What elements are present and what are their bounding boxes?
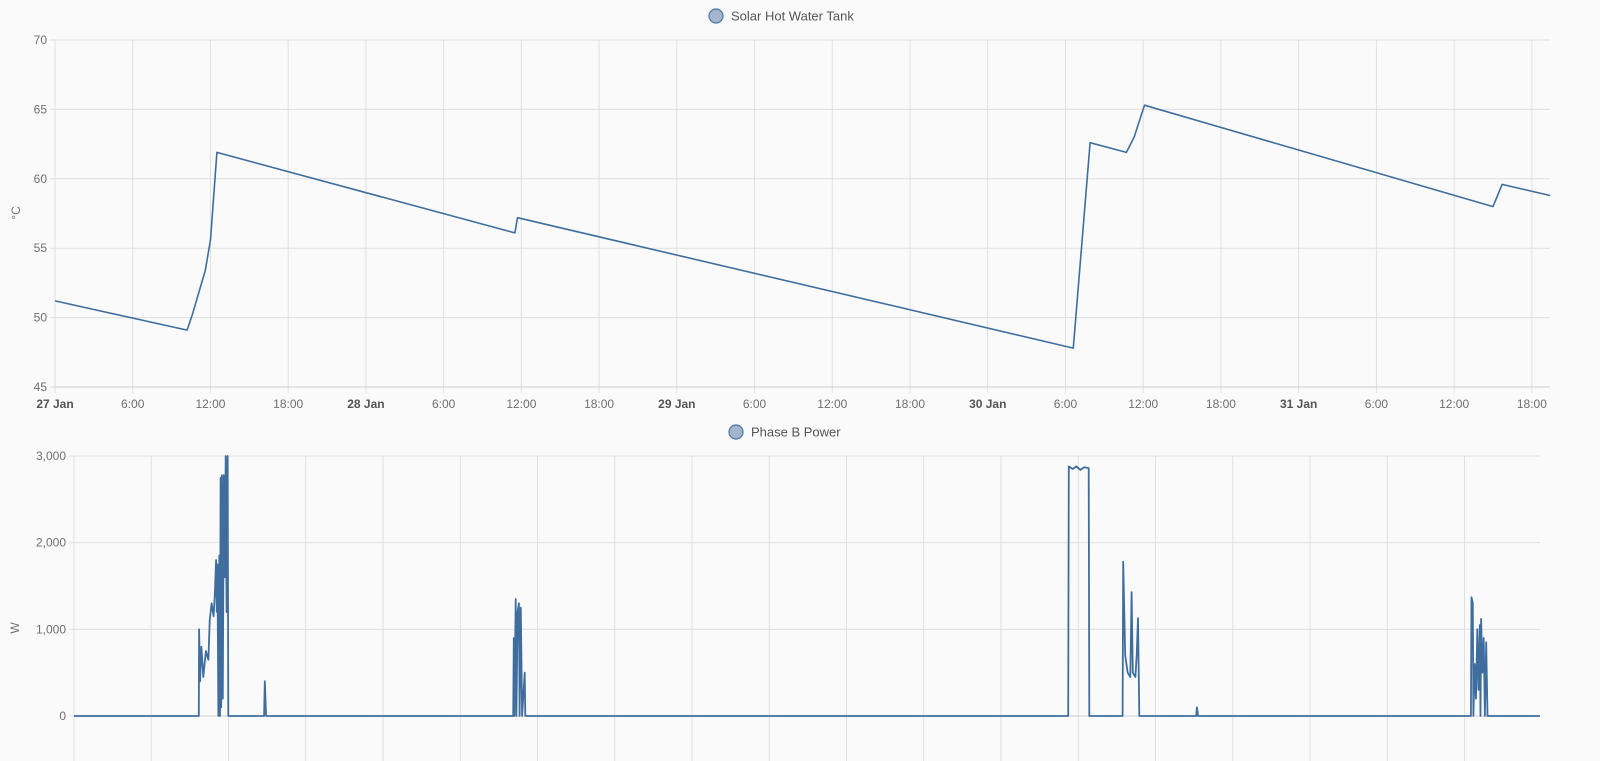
y-tick-label: 55 [34,241,48,255]
x-tick-label: 28 Jan [347,397,384,411]
x-tick-label: 12:00 [1128,397,1158,411]
legend-swatch-icon [708,8,724,24]
y-tick-label: 65 [34,102,48,116]
series-line-solar-hot-water-tank[interactable] [54,104,1551,349]
x-tick-label: 29 Jan [658,397,695,411]
x-tick-label: 12:00 [817,397,847,411]
y-tick-label: 60 [34,172,48,186]
x-tick-label: 18:00 [584,397,614,411]
x-tick-label: 6:00 [121,397,145,411]
y-axis-label: W [8,622,22,634]
x-tick-label: 31 Jan [1280,397,1317,411]
x-tick-label: 27 Jan [36,397,73,411]
x-tick-label: 12:00 [1439,397,1469,411]
y-tick-label: 2,000 [36,536,66,550]
x-tick-label: 18:00 [1206,397,1236,411]
y-tick-label: 3,000 [36,449,66,463]
x-tick-label: 6:00 [432,397,456,411]
y-tick-label: 70 [34,33,48,47]
legend-solar-hot-water-tank[interactable]: Solar Hot Water Tank [708,8,854,24]
x-tick-label: 18:00 [1517,397,1547,411]
legend-phase-b-power[interactable]: Phase B Power [728,424,841,440]
x-tick-label: 6:00 [1365,397,1389,411]
y-axis-label: °C [9,206,23,220]
x-tick-label: 12:00 [506,397,536,411]
x-tick-label: 18:00 [895,397,925,411]
x-tick-label: 6:00 [1054,397,1078,411]
legend-label: Phase B Power [751,425,841,440]
y-tick-label: 50 [34,311,48,325]
x-tick-label: 6:00 [743,397,767,411]
y-tick-label: 1,000 [36,622,66,636]
solar-hot-water-tank-chart: Solar Hot Water Tank °C 27 Jan 6:00 12:00 1… [9,8,1551,411]
y-tick-label: 45 [34,380,48,394]
series-line-phase-b-power[interactable] [74,455,1540,717]
x-tick-label: 18:00 [273,397,303,411]
x-tick-label: 12:00 [195,397,225,411]
legend-label: Solar Hot Water Tank [731,9,854,24]
x-tick-label: 30 Jan [969,397,1006,411]
y-tick-label: 0 [59,709,66,723]
legend-swatch-icon [728,424,744,440]
phase-b-power-chart: Phase B Power W 0 1,000 2,000 3,000 [8,424,1540,761]
